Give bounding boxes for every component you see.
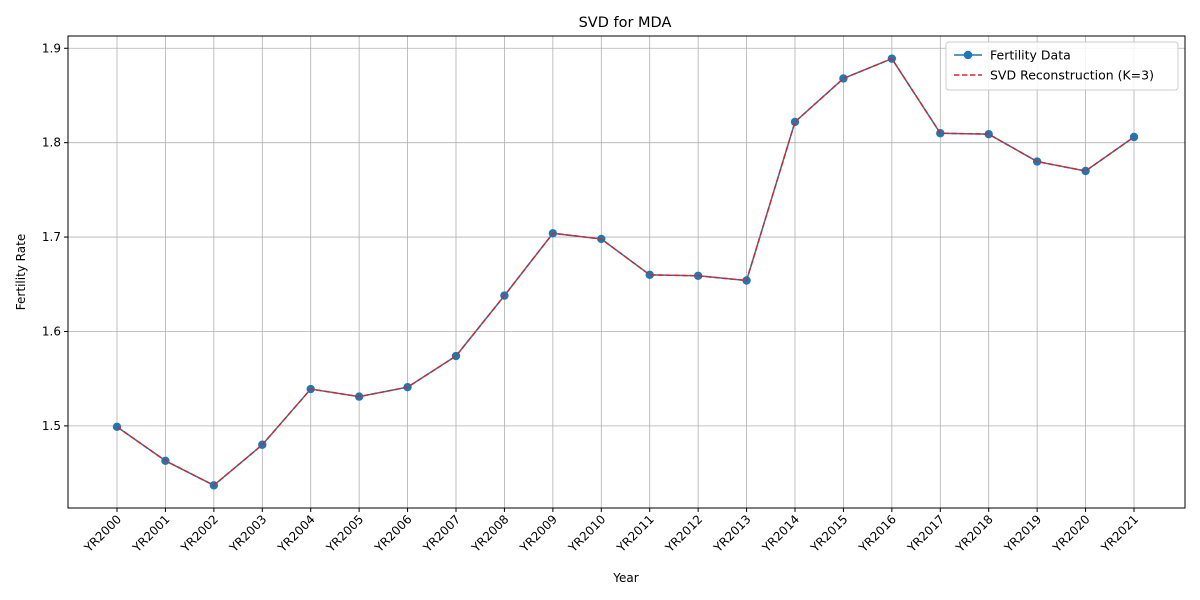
plot-frame (67, 35, 1186, 509)
x-tick-label: YR2016 (856, 512, 899, 555)
legend: Fertility Data SVD Reconstruction (K=3) (945, 41, 1179, 91)
x-tick-label: YR2017 (904, 512, 947, 555)
x-tick-label: YR2007 (420, 512, 463, 555)
x-tick-label: YR2021 (1098, 512, 1141, 555)
x-tick-label: YR2011 (614, 512, 657, 555)
y-tick-label: 1.8 (42, 136, 61, 150)
chart-title: SVD for MDA (579, 15, 672, 31)
x-tick-label: YR2019 (1001, 512, 1044, 555)
y-tick-label: 1.7 (42, 230, 61, 244)
y-tick-label: 1.6 (42, 324, 61, 338)
series-fertility-data-line (116, 57, 1135, 487)
x-tick-label: YR2002 (178, 512, 221, 555)
x-tick-label: YR2004 (275, 512, 318, 555)
x-tick-label: YR2001 (129, 512, 172, 555)
legend-marker (963, 50, 973, 60)
y-tick-label: 1.5 (42, 419, 61, 433)
x-tick-label: YR2009 (517, 512, 560, 555)
x-axis-title: Year (612, 571, 638, 585)
x-tick-label: YR2005 (323, 512, 366, 555)
x-tick-label: YR2014 (759, 512, 802, 555)
x-tick-label: YR2006 (371, 512, 414, 555)
x-tick-label: YR2020 (1049, 512, 1092, 555)
x-tick-label: YR2000 (81, 512, 124, 555)
legend-label-fertility-data: Fertility Data (990, 48, 1071, 63)
grid (68, 36, 1185, 508)
y-axis-title: Fertility Rate (14, 234, 28, 310)
y-axis: 1.5 1.6 1.7 1.8 1.9 (42, 41, 68, 433)
x-tick-label: YR2003 (226, 512, 269, 555)
y-tick-label: 1.9 (42, 41, 61, 55)
series-layer (112, 54, 1139, 490)
legend-box (945, 41, 1179, 91)
x-axis: YR2000 YR2001 YR2002 YR2003 YR2004 YR2005 YR20… (81, 508, 1141, 556)
series-svd-reconstruction-line (116, 57, 1135, 487)
legend-label-svd-reconstruction: SVD Reconstruction (K=3) (990, 68, 1154, 83)
x-tick-label: YR2018 (953, 512, 996, 555)
x-tick-label: YR2012 (662, 512, 705, 555)
x-tick-label: YR2013 (710, 512, 753, 555)
x-tick-label: YR2010 (565, 512, 608, 555)
x-tick-label: YR2015 (807, 512, 850, 555)
x-tick-label: YR2008 (468, 512, 511, 555)
data-point (1129, 132, 1139, 142)
